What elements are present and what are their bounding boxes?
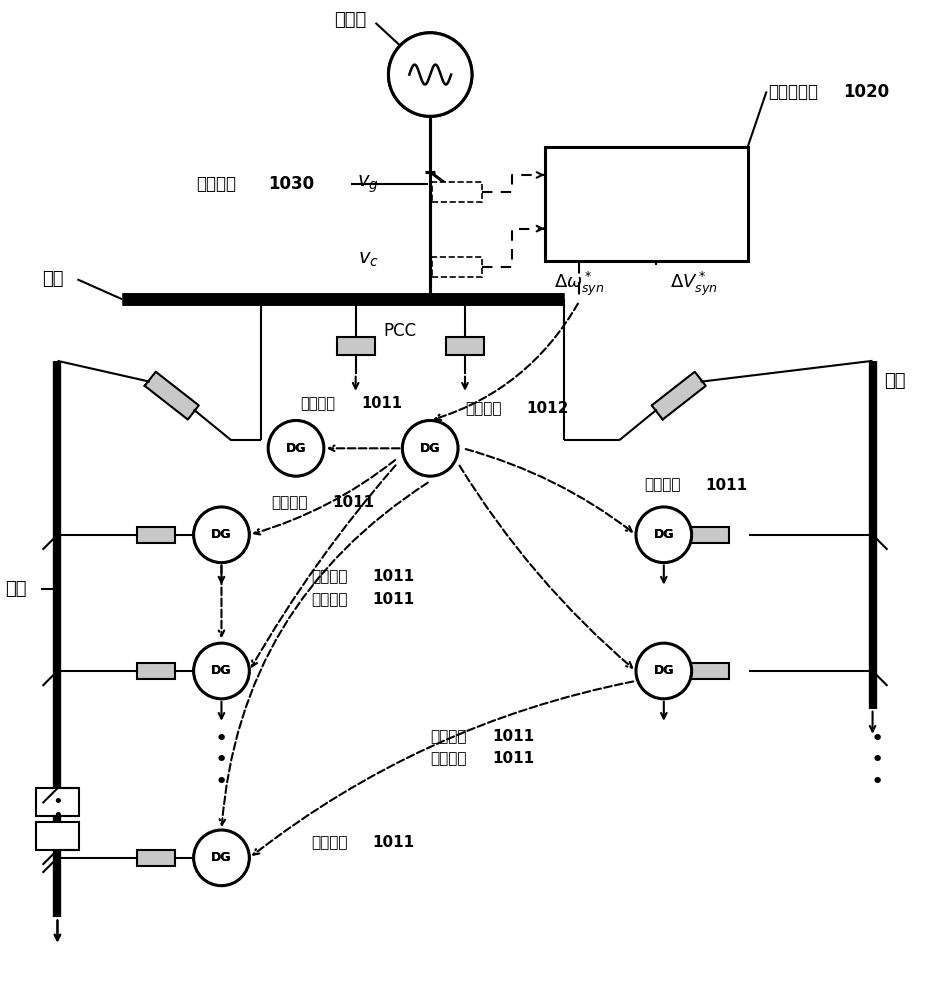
Bar	[690, 527, 729, 543]
Circle shape	[388, 33, 472, 116]
Text: DG: DG	[420, 442, 440, 455]
Text: •: •	[215, 750, 228, 770]
Text: DG: DG	[211, 851, 232, 864]
Text: 跟随微源: 跟随微源	[311, 569, 347, 584]
Text: $v_g$: $v_g$	[357, 173, 379, 195]
Text: DG: DG	[654, 528, 674, 541]
Text: 母线: 母线	[5, 580, 26, 598]
Text: DG: DG	[211, 664, 232, 677]
Text: •: •	[52, 807, 62, 825]
Bar	[432, 257, 482, 277]
Text: $\Delta\omega^*_{syn}$: $\Delta\omega^*_{syn}$	[554, 269, 604, 298]
Bar	[432, 182, 482, 202]
Circle shape	[194, 643, 250, 699]
Text: 跟随微源: 跟随微源	[300, 396, 335, 411]
Circle shape	[636, 507, 692, 563]
Polygon shape	[652, 372, 706, 420]
Circle shape	[402, 420, 458, 476]
Text: 领导微源: 领导微源	[465, 401, 502, 416]
Bar	[35, 822, 79, 850]
Bar	[446, 337, 484, 355]
Text: 1011: 1011	[372, 835, 414, 850]
Circle shape	[194, 830, 250, 886]
Bar	[545, 147, 749, 261]
Circle shape	[268, 420, 324, 476]
Text: 跟随微源: 跟随微源	[271, 495, 307, 510]
Circle shape	[388, 33, 472, 116]
Text: •: •	[870, 772, 884, 792]
Text: 1011: 1011	[492, 729, 534, 744]
Text: 大电网: 大电网	[334, 11, 367, 29]
Text: 1012: 1012	[527, 401, 569, 416]
Text: $v_c$: $v_c$	[358, 250, 379, 269]
Bar	[35, 788, 79, 816]
Text: 母线: 母线	[43, 270, 64, 288]
Circle shape	[194, 643, 250, 699]
Bar	[137, 663, 175, 679]
Text: •: •	[215, 772, 228, 792]
Circle shape	[194, 830, 250, 886]
Text: $\Delta V^*_{syn}$: $\Delta V^*_{syn}$	[669, 269, 718, 298]
Text: 1011: 1011	[332, 495, 375, 510]
Text: 1011: 1011	[372, 592, 414, 607]
Circle shape	[636, 643, 692, 699]
Text: 同步控制器: 同步控制器	[768, 83, 818, 101]
Text: 跟随微源: 跟随微源	[311, 835, 347, 850]
Text: DG: DG	[286, 442, 306, 455]
Bar	[690, 663, 729, 679]
Text: 母线: 母线	[884, 372, 906, 390]
Text: DG: DG	[211, 528, 232, 541]
Text: DG: DG	[420, 442, 440, 455]
Text: 跟随微源: 跟随微源	[644, 478, 681, 493]
Circle shape	[268, 420, 324, 476]
Text: 跟随微源: 跟随微源	[311, 592, 347, 607]
Text: 并网开关: 并网开关	[196, 175, 236, 193]
Text: DG: DG	[654, 664, 674, 677]
Text: DG: DG	[654, 528, 674, 541]
Text: DG: DG	[211, 528, 232, 541]
Text: DG: DG	[286, 442, 306, 455]
Circle shape	[194, 507, 250, 563]
Text: •: •	[215, 729, 228, 749]
Text: •: •	[870, 750, 884, 770]
Circle shape	[636, 507, 692, 563]
Bar	[137, 527, 175, 543]
Text: PCC: PCC	[384, 322, 417, 340]
Text: DG: DG	[654, 664, 674, 677]
Text: DG: DG	[211, 664, 232, 677]
Polygon shape	[144, 372, 199, 420]
Text: 1011: 1011	[492, 751, 534, 766]
Circle shape	[636, 643, 692, 699]
Bar	[137, 850, 175, 866]
Text: 1011: 1011	[372, 569, 414, 584]
Text: •: •	[870, 729, 884, 749]
Text: 1030: 1030	[268, 175, 315, 193]
Circle shape	[402, 420, 458, 476]
Text: 1020: 1020	[843, 83, 889, 101]
Text: DG: DG	[211, 851, 232, 864]
Text: 跟随微源: 跟随微源	[430, 729, 466, 744]
Circle shape	[194, 507, 250, 563]
Text: 1011: 1011	[706, 478, 748, 493]
Text: •: •	[52, 793, 62, 811]
Text: 1011: 1011	[361, 396, 402, 411]
Bar	[337, 337, 374, 355]
Text: 跟随微源: 跟随微源	[430, 751, 466, 766]
